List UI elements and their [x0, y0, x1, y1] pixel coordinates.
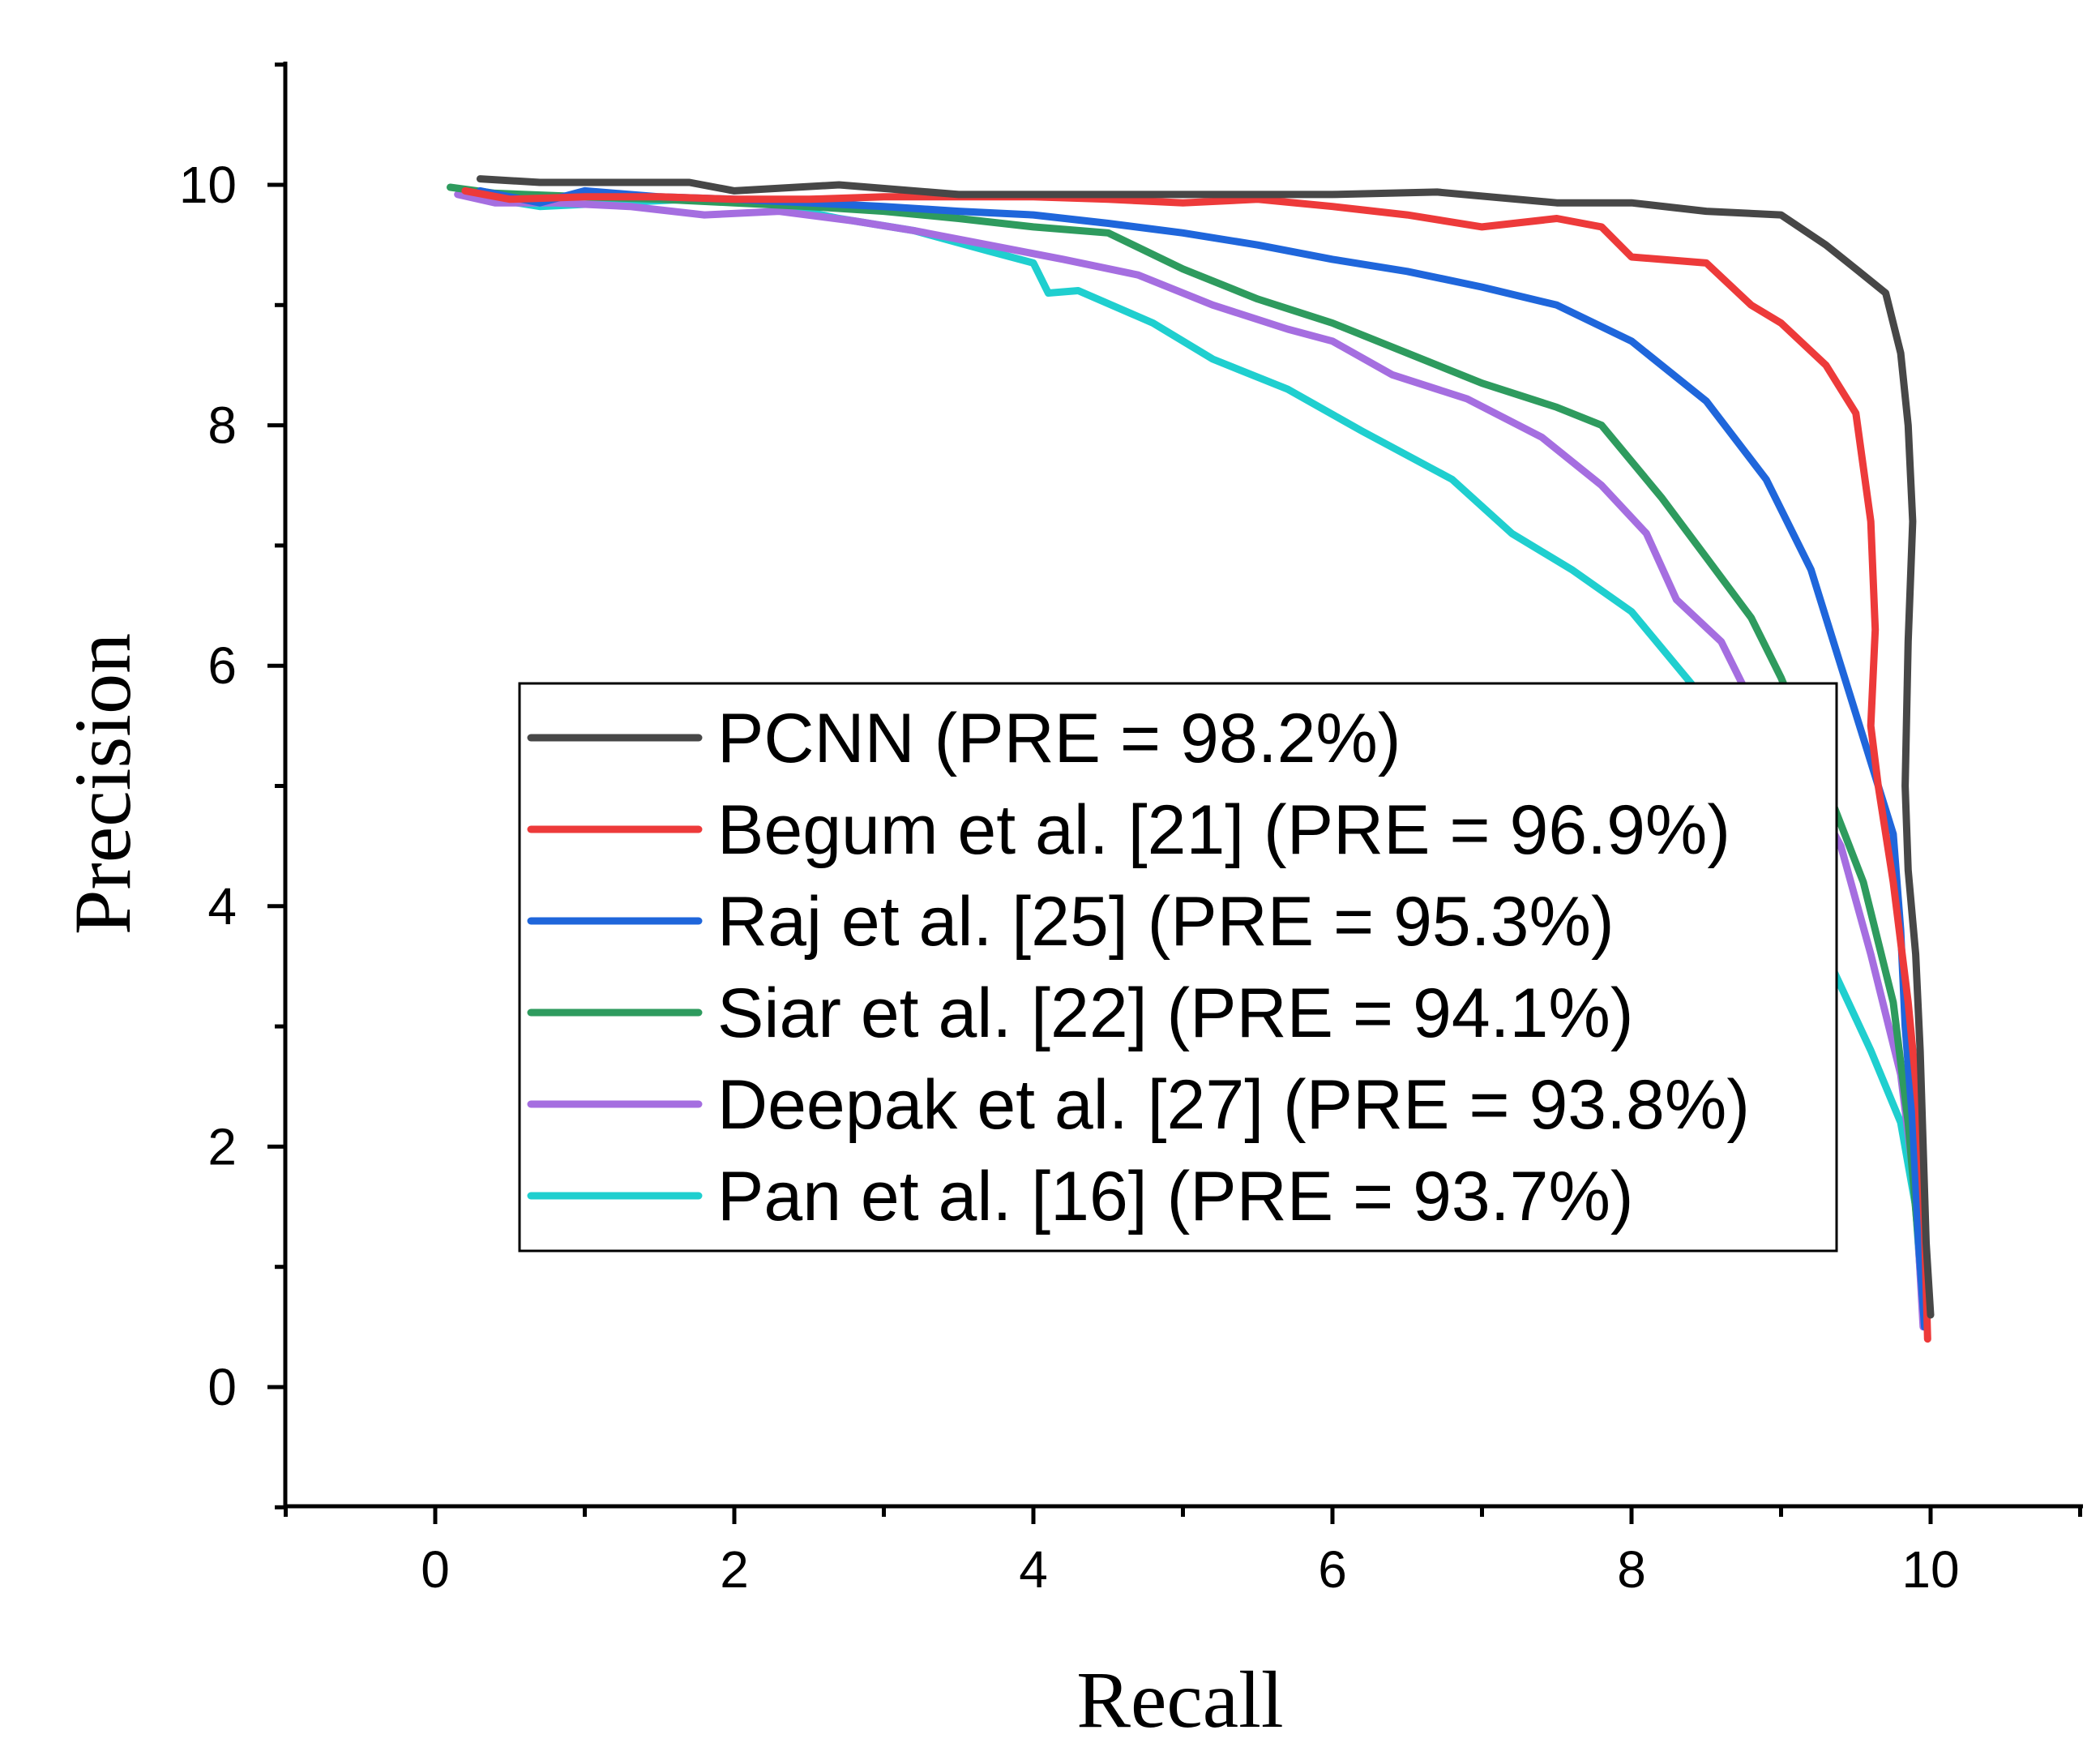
x-tick-label: 0 — [421, 1540, 450, 1599]
legend-item: Deepak et al. [27] (PRE = 93.8%) — [527, 1066, 1750, 1144]
y-tick-label: 10 — [179, 156, 237, 214]
legend-item: Begum et al. [21] (PRE = 96.9%) — [527, 791, 1730, 869]
legend-item: Siar et al. [22] (PRE = 94.1%) — [527, 974, 1633, 1052]
legend: PCNN (PRE = 98.2%) Begum et al. [21] (PRE… — [518, 682, 1838, 1253]
legend-label: Siar et al. [22] (PRE = 94.1%) — [717, 974, 1633, 1052]
y-tick-label: 2 — [207, 1117, 237, 1175]
legend-box — [518, 682, 1838, 1253]
legend-items: PCNN (PRE = 98.2%) Begum et al. [21] (PRE… — [527, 700, 1750, 1235]
legend-label: Begum et al. [21] (PRE = 96.9%) — [717, 791, 1730, 869]
legend-label: Deepak et al. [27] (PRE = 93.8%) — [717, 1066, 1750, 1144]
legend-label: Pan et al. [16] (PRE = 93.7%) — [717, 1158, 1634, 1235]
legend-item: Pan et al. [16] (PRE = 93.7%) — [527, 1158, 1634, 1235]
legend-item: PCNN (PRE = 98.2%) — [527, 700, 1401, 777]
y-ticks: 0 2 4 6 8 10 — [179, 62, 285, 1509]
legend-item: Raj et al. [25] (PRE = 95.3%) — [527, 883, 1615, 961]
series-line-begum-et-al-21 — [461, 186, 1931, 1343]
x-ticks: 0 2 4 6 8 10 — [284, 1506, 2082, 1599]
x-tick-label: 10 — [1901, 1540, 1959, 1599]
x-tick-label: 8 — [1617, 1540, 1646, 1599]
y-axis-title: Precision — [58, 633, 148, 935]
x-axis-title: Recall — [1076, 1655, 1283, 1745]
x-tick-label: 4 — [1019, 1540, 1048, 1599]
series-line-pcnn — [476, 175, 1935, 1319]
legend-label: Raj et al. [25] (PRE = 95.3%) — [717, 883, 1615, 961]
y-tick-label: 4 — [207, 877, 237, 936]
y-tick-label: 8 — [207, 396, 237, 455]
y-tick-label: 6 — [207, 636, 237, 695]
x-tick-label: 6 — [1318, 1540, 1347, 1599]
legend-label: PCNN (PRE = 98.2%) — [717, 700, 1401, 777]
y-tick-label: 0 — [207, 1358, 237, 1416]
x-tick-label: 2 — [720, 1540, 749, 1599]
